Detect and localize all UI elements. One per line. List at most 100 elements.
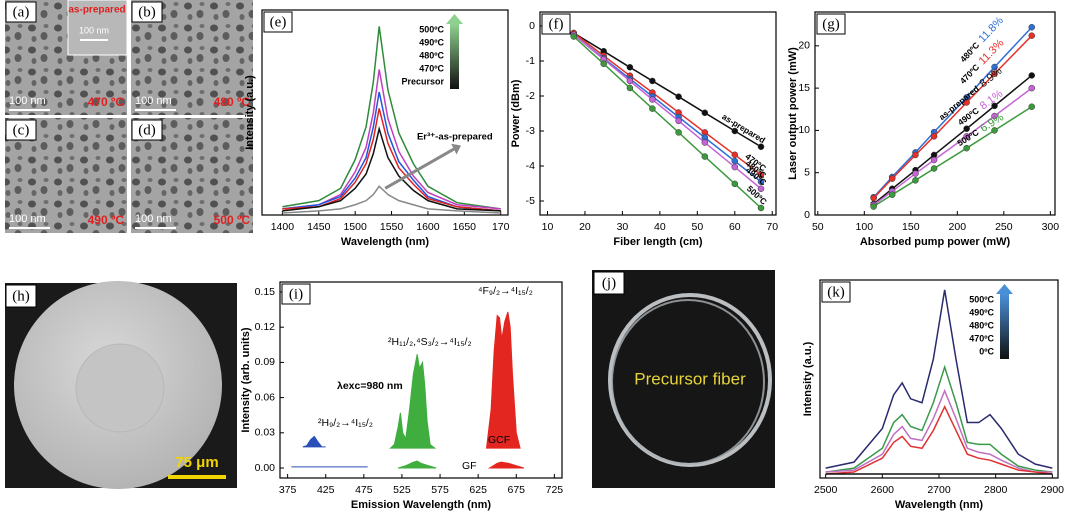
y-tick-label: 0.00 [255, 462, 276, 474]
panel-label: (g) [822, 16, 840, 32]
series-line [825, 388, 1053, 473]
x-axis-label: Emission Wavelength (nm) [351, 499, 492, 511]
x-tick-label: 2500 [814, 484, 838, 496]
data-point [991, 112, 998, 120]
x-tick-label: 575 [431, 484, 449, 496]
data-point [1028, 23, 1035, 31]
photo-background [592, 270, 775, 488]
data-point [731, 180, 739, 188]
x-axis-label: Wavelength (nm) [895, 499, 984, 511]
data-point [701, 109, 709, 117]
annotation: GF [462, 460, 477, 472]
fiber-coil [608, 293, 772, 467]
y-axis-label: Intensity (a.u.) [802, 341, 814, 416]
series-line [282, 26, 501, 210]
scale-label: 100 nm [135, 95, 172, 107]
x-axis-label: Wavelength (nm) [341, 236, 430, 248]
data-point [731, 127, 739, 135]
inset-image [67, 0, 128, 56]
x-tick-label: 50 [812, 221, 824, 233]
data-point [991, 127, 998, 134]
y-axis-label: Intensity (arb. units) [240, 327, 252, 432]
x-tick-label: 30 [617, 221, 629, 233]
y-tick-label: 10 [798, 124, 810, 136]
x-tick-label: 1600 [416, 221, 440, 233]
temperature-label: 500 ºC [214, 213, 251, 227]
data-point [870, 203, 877, 210]
legend-label: Precursor [401, 76, 444, 86]
chart-panel: 375 425 475 525 575 625 675 725 0.00 0.03 0.06 0.09… [240, 281, 563, 511]
scale-label: 100 nm [135, 213, 172, 225]
x-tick-label: 50 [691, 221, 703, 233]
callout-label: Er³⁺-as-prepared [417, 132, 493, 143]
annotation: ⁴F₉/₂→⁴I₁₅/₂ [478, 285, 533, 297]
plot-frame [261, 9, 509, 216]
legend-bar [1000, 294, 1009, 359]
inset-title: as-prepared [68, 5, 125, 16]
annotation: ²H₉/₂→⁴I₁₅/₂ [318, 417, 373, 429]
chart-panel: 1400 1450 1500 1550 1600 1650 170 Wavelength (n… [244, 9, 510, 248]
panel-label: (b) [138, 4, 156, 20]
data-point [701, 139, 709, 146]
data-point [675, 117, 682, 125]
y-tick-label: 0.03 [255, 427, 276, 439]
data-point [963, 144, 970, 152]
x-tick-label: 170 [492, 221, 510, 233]
data-point [930, 165, 938, 172]
data-point [963, 125, 970, 132]
panel-label-box [816, 13, 846, 35]
y-tick-label: -1 [526, 55, 535, 67]
data-point [888, 191, 896, 198]
data-point [1028, 103, 1035, 110]
data-point [757, 185, 765, 192]
x-tick-label: 60 [729, 221, 741, 233]
x-tick-label: 70 [766, 221, 778, 233]
temperature-label: 490 ºC [88, 213, 125, 227]
data-point [912, 177, 919, 184]
x-tick-label: 250 [995, 221, 1013, 233]
spectrum-area [485, 311, 521, 449]
data-point [570, 33, 577, 40]
data-point [626, 77, 634, 85]
plot-frame [819, 279, 1059, 479]
series-line [573, 34, 762, 190]
annotation: λexc=980 nm [337, 380, 403, 392]
data-point [1028, 72, 1035, 79]
y-axis-label: Laser output power (mW) [787, 47, 799, 180]
spectrum-area [302, 435, 326, 448]
x-tick-label: 100 [856, 221, 874, 233]
data-point [757, 178, 765, 185]
fiber-coil [611, 299, 765, 465]
panel-label: (j) [602, 275, 616, 291]
x-tick-label: 2800 [984, 484, 1008, 496]
tem-panel-c: (c) 100 nm 490 ºC [5, 118, 127, 233]
panel-label-box [541, 13, 571, 35]
y-tick-label: 0.06 [255, 391, 276, 403]
x-tick-label: 150 [902, 221, 920, 233]
legend-label: 500ºC [419, 24, 444, 34]
x-tick-label: 2900 [1041, 484, 1065, 496]
y-tick-label: -2 [526, 90, 535, 102]
data-point [600, 60, 607, 68]
series-line [282, 185, 501, 214]
x-tick-label: 475 [355, 484, 373, 496]
x-tick-label: 1500 [343, 221, 367, 233]
x-axis-label: Absorbed pump power (mW) [860, 236, 1011, 248]
legend-label: 500ºC [969, 294, 994, 304]
legend-label: 480ºC [419, 50, 444, 60]
data-point [991, 102, 998, 110]
scale-label: 75 μm [175, 454, 218, 471]
caption: Precursor fiber [634, 369, 746, 388]
legend-label: 0ºC [979, 346, 994, 356]
data-point [675, 129, 682, 136]
spectrum-area [397, 460, 437, 469]
series-line [573, 34, 762, 183]
annotation: ²H₁₁/₂,⁴S₃/₂→⁴I₁₅/₂ [388, 336, 472, 348]
x-tick-label: 1450 [307, 221, 331, 233]
x-tick-label: 425 [317, 484, 335, 496]
legend-label: 480ºC [969, 320, 994, 330]
y-tick-label: 0.12 [255, 321, 276, 333]
chart-panel: 10 20 30 40 50 60 70 0 -1 -2 -3 -4 -5 Fiber length (c… [510, 11, 778, 248]
data-point [731, 157, 739, 165]
